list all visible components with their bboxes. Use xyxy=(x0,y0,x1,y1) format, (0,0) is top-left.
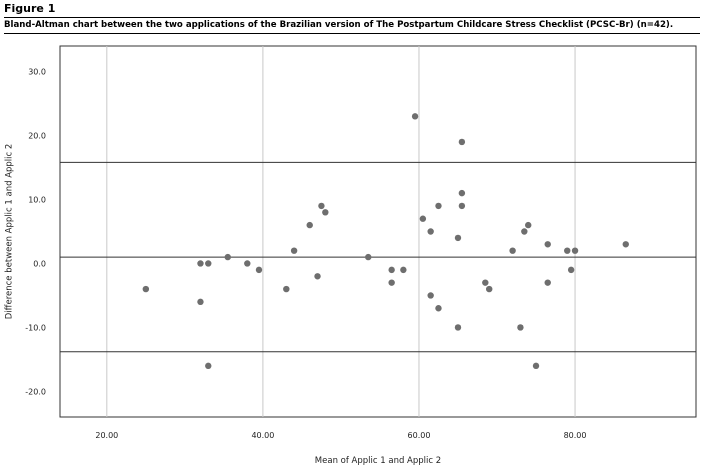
data-point xyxy=(255,266,263,274)
data-point xyxy=(622,241,629,248)
y-tick-label: 10.0 xyxy=(28,196,46,205)
data-point xyxy=(521,228,528,235)
data-point xyxy=(427,292,434,299)
data-point xyxy=(388,279,395,286)
x-tick-label: 80.00 xyxy=(564,431,587,440)
data-point xyxy=(197,298,204,306)
gridlines xyxy=(106,46,576,417)
figure-caption: Bland-Altman chart between the two appli… xyxy=(4,20,674,30)
data-point xyxy=(564,247,571,254)
data-point xyxy=(205,362,212,370)
x-axis-ticks: 20.00 40.00 60.00 80.00 xyxy=(95,431,586,440)
data-point xyxy=(544,241,551,248)
y-axis-title: Difference between Applic 1 and Applic 2 xyxy=(5,144,15,320)
data-point xyxy=(567,266,575,274)
y-tick-label: 30.0 xyxy=(28,68,46,77)
y-tick-label: 20.0 xyxy=(28,132,46,141)
data-point xyxy=(306,221,313,229)
caption-top-rule xyxy=(4,17,700,18)
data-point xyxy=(571,247,579,254)
data-point xyxy=(322,209,329,216)
data-point xyxy=(400,266,407,274)
data-point xyxy=(224,253,231,261)
reference-lines xyxy=(60,161,696,353)
data-point xyxy=(244,260,251,267)
data-point xyxy=(544,279,551,286)
data-point xyxy=(509,247,516,254)
data-point xyxy=(411,113,419,120)
data-point xyxy=(517,324,524,331)
data-point xyxy=(482,279,489,286)
data-point xyxy=(205,260,212,267)
data-point xyxy=(314,273,321,280)
data-point xyxy=(454,234,462,242)
data-point xyxy=(427,228,434,235)
data-points xyxy=(142,113,629,370)
y-tick-label: -20.0 xyxy=(25,387,46,396)
data-point xyxy=(525,221,532,229)
data-point xyxy=(435,305,442,312)
y-axis-ticks: 30.0 20.0 10.0 0.0 -10.0 -20.0 xyxy=(25,68,46,397)
data-point xyxy=(458,202,466,210)
data-point xyxy=(283,285,290,293)
x-axis-title: Mean of Applic 1 and Applic 2 xyxy=(315,456,441,466)
figure-label: Figure 1 xyxy=(4,2,56,15)
y-tick-label: -10.0 xyxy=(25,323,46,332)
data-point xyxy=(365,253,372,261)
data-point xyxy=(388,266,395,274)
x-tick-label: 60.00 xyxy=(408,431,431,440)
x-tick-label: 40.00 xyxy=(251,431,274,440)
plot-area xyxy=(59,45,697,418)
data-point xyxy=(435,202,442,210)
data-point xyxy=(532,362,540,370)
x-tick-label: 20.00 xyxy=(95,431,118,440)
data-point xyxy=(486,285,493,293)
data-point xyxy=(454,324,462,331)
data-point xyxy=(458,138,466,146)
data-point xyxy=(318,202,325,210)
y-tick-label: 0.0 xyxy=(33,259,46,268)
data-point xyxy=(142,285,150,293)
data-point xyxy=(197,260,204,267)
data-point xyxy=(419,215,427,222)
data-point xyxy=(458,189,466,197)
data-point xyxy=(290,247,298,254)
caption-bottom-rule xyxy=(4,33,700,34)
